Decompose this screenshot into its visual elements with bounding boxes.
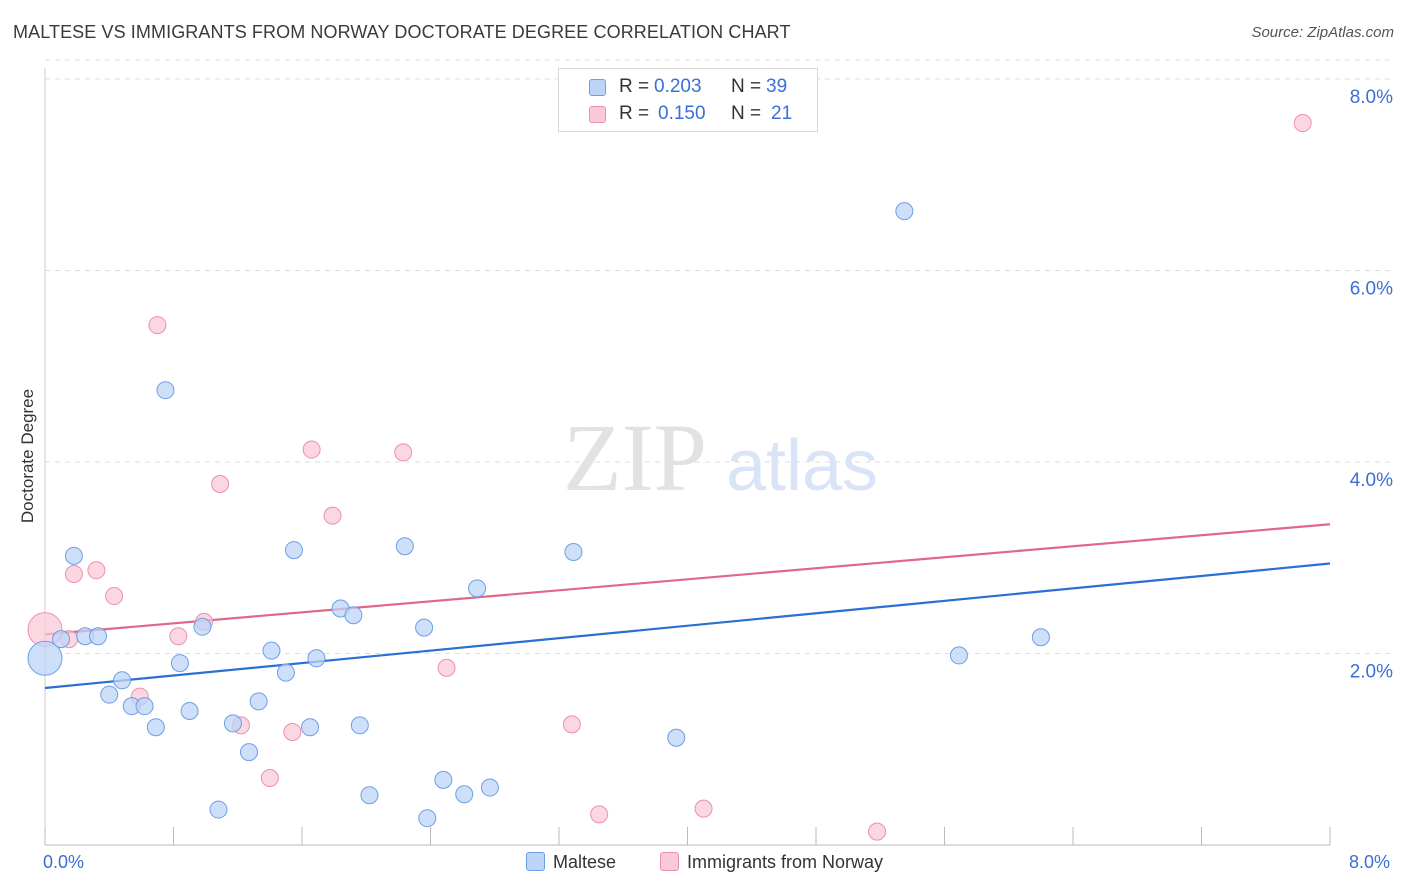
y-tick-labels: 2.0% 4.0% 6.0% 8.0%: [1350, 87, 1393, 683]
point-maltese: [156, 381, 175, 400]
point-maltese: [434, 770, 453, 789]
point-maltese: [468, 579, 487, 598]
point-maltese: [564, 543, 583, 562]
y-tick-label: 8.0%: [1350, 87, 1393, 108]
point-maltese: [344, 606, 363, 625]
x-tick-label-min: 0.0%: [43, 852, 85, 872]
chart-title: MALTESE VS IMMIGRANTS FROM NORWAY DOCTOR…: [13, 22, 791, 42]
point-norway: [105, 587, 124, 606]
point-maltese: [949, 646, 968, 665]
grid-layer: [45, 59, 1392, 654]
legend-label-maltese: Maltese: [553, 852, 617, 872]
x-tick-label-max: 8.0%: [1349, 852, 1391, 872]
point-norway: [1293, 114, 1312, 133]
stats-swatch-blue: [589, 79, 606, 96]
point-maltese: [64, 546, 83, 565]
chart-source: Source: ZipAtlas.com: [1251, 24, 1394, 41]
point-norway: [148, 316, 167, 335]
point-maltese: [209, 800, 228, 819]
legend-item-norway[interactable]: Immigrants from Norway: [660, 852, 883, 873]
point-maltese: [350, 716, 369, 735]
watermark-zip: ZIP: [563, 404, 707, 511]
trend-line-norway: [44, 523, 1331, 636]
point-norway: [694, 799, 713, 818]
y-axis-label: Doctorate Degree: [18, 388, 37, 524]
watermark-atlas: atlas: [726, 426, 878, 506]
point-maltese: [895, 202, 914, 221]
point-maltese: [418, 809, 437, 828]
point-maltese: [52, 630, 71, 649]
watermark: ZIP atlas: [563, 404, 878, 511]
stats-r-value: 0.203: [654, 76, 702, 97]
stats-r-label: R =: [619, 76, 650, 97]
point-maltese: [415, 618, 434, 637]
point-norway: [562, 715, 581, 734]
stats-r-value: 0.150: [658, 103, 706, 124]
point-norway: [437, 658, 456, 677]
point-maltese: [135, 697, 154, 716]
point-norway: [64, 565, 83, 584]
point-maltese: [262, 641, 281, 660]
point-norway: [87, 561, 106, 580]
point-norway: [323, 506, 342, 525]
trend-layer: [44, 523, 1331, 690]
point-maltese: [223, 714, 242, 733]
point-norway: [868, 822, 887, 841]
stats-n-value: 39: [766, 76, 788, 97]
point-maltese: [146, 718, 165, 737]
point-maltese: [455, 785, 474, 804]
point-norway: [302, 440, 321, 459]
point-maltese: [276, 663, 295, 682]
point-maltese: [480, 778, 499, 797]
point-maltese: [301, 718, 320, 737]
point-maltese: [360, 786, 379, 805]
stats-n-label: N =: [731, 103, 762, 124]
point-maltese: [89, 627, 108, 646]
point-maltese: [193, 617, 212, 636]
legend-swatch-blue: [526, 852, 545, 871]
axis-layer: [44, 68, 1331, 846]
stats-r-label: R =: [619, 103, 650, 124]
y-tick-label: 6.0%: [1350, 279, 1393, 300]
legend-label-norway: Immigrants from Norway: [687, 852, 884, 872]
point-maltese: [170, 654, 189, 673]
trend-line-maltese: [44, 562, 1331, 690]
legend-swatch-pink: [660, 852, 679, 871]
point-maltese: [1031, 628, 1050, 647]
point-maltese: [284, 541, 303, 560]
y-tick-label: 4.0%: [1350, 470, 1393, 491]
point-maltese: [667, 728, 686, 747]
point-maltese: [395, 537, 414, 556]
point-maltese: [100, 685, 119, 704]
point-norway: [590, 805, 609, 824]
point-maltese: [239, 743, 258, 762]
point-maltese: [27, 640, 63, 676]
stats-n-value: 21: [771, 103, 793, 124]
point-norway: [260, 768, 279, 787]
point-maltese: [307, 649, 326, 668]
point-norway: [169, 627, 188, 646]
point-norway: [283, 723, 302, 742]
points-layer: [27, 114, 1312, 841]
point-maltese: [249, 692, 268, 711]
stats-n-label: N =: [731, 76, 762, 97]
legend-item-maltese[interactable]: Maltese: [526, 852, 616, 873]
point-maltese: [180, 701, 199, 720]
point-norway: [211, 475, 230, 494]
point-maltese: [113, 671, 132, 690]
stats-box: R = 0.203 N = 39 R = 0.150 N = 21: [558, 68, 818, 132]
stats-swatch-pink: [589, 106, 606, 123]
y-tick-label: 2.0%: [1350, 662, 1393, 683]
point-norway: [394, 443, 413, 462]
